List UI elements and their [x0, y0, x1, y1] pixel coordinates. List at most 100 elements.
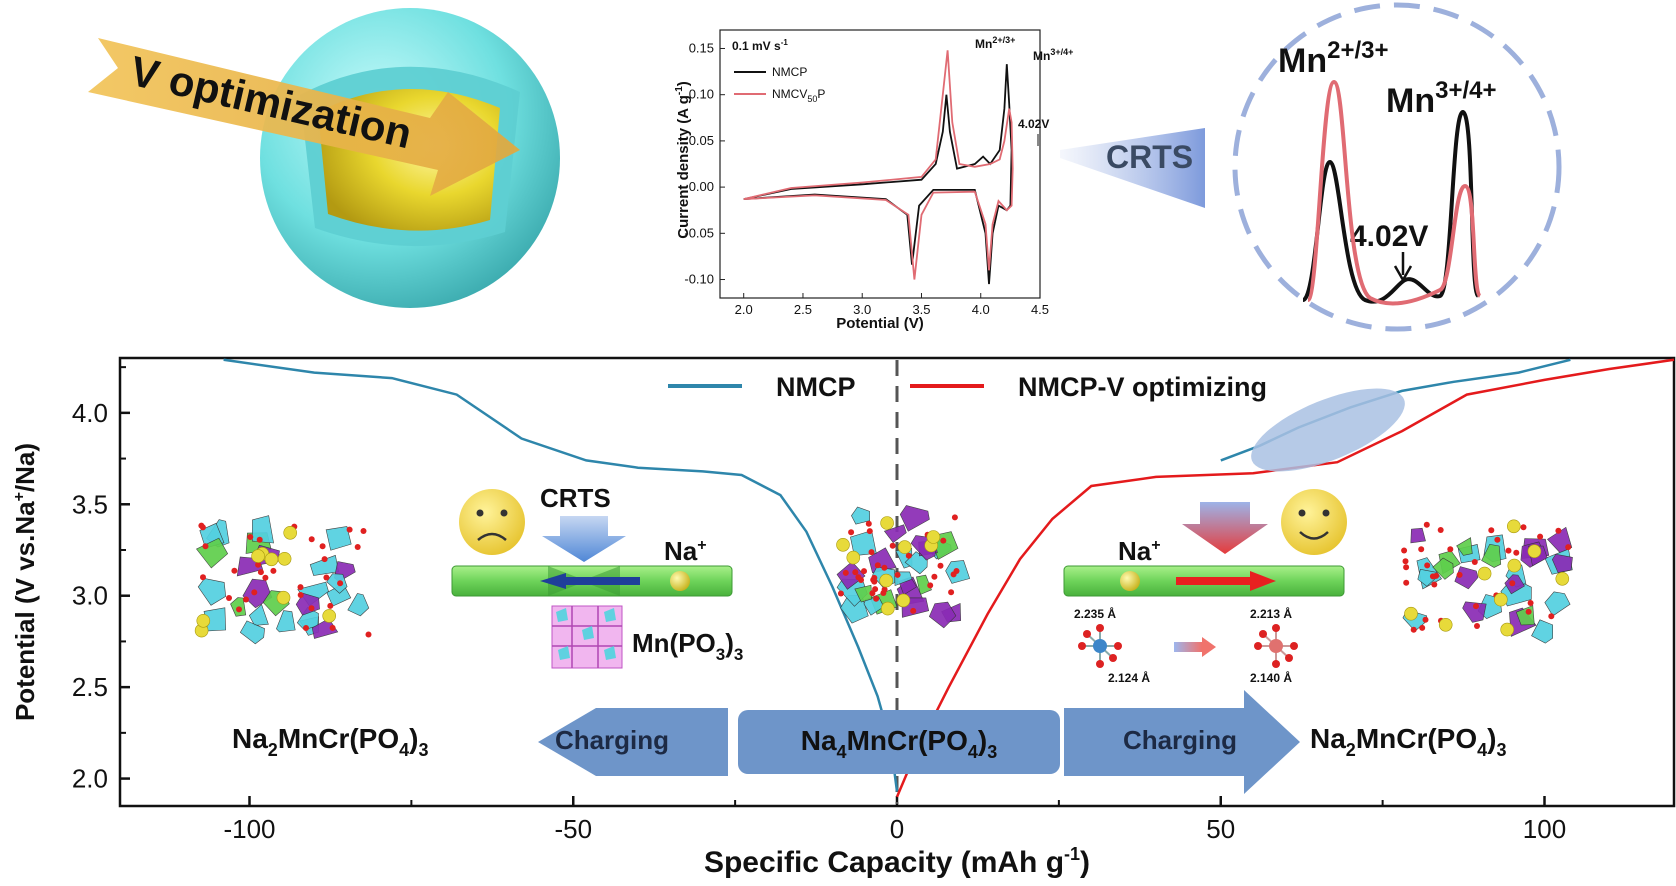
cv-x-tick-label: 3.5: [912, 302, 930, 317]
crystal-oxygen: [256, 536, 263, 543]
crystal-oxygen: [894, 571, 901, 578]
highlight-ellipse: [1251, 388, 1405, 472]
crystal-oxygen: [866, 528, 873, 535]
crystal-oxygen: [931, 573, 938, 580]
crystal-na-ion: [879, 573, 894, 588]
crystal-oxygen: [937, 562, 944, 569]
right-na-flow-arrow: [1176, 571, 1276, 591]
crystal-oxygen: [360, 528, 367, 534]
crystal-oxygen: [869, 590, 876, 597]
crystal-polyhedron: [863, 596, 885, 616]
crystal-structure-center: [836, 505, 971, 629]
crystal-na-ion: [1494, 592, 1508, 607]
bond-left-bottom: 2.124 Å: [1108, 670, 1150, 685]
crts-left-label: CRTS: [540, 483, 611, 513]
crystal-oxygen: [1429, 573, 1436, 580]
crystal-oxygen: [321, 556, 328, 563]
crystal-oxygen: [257, 569, 264, 576]
crystal-oxygen: [1548, 613, 1555, 620]
charging-left-label: Charging: [555, 725, 669, 755]
crystal-oxygen: [200, 574, 206, 581]
crystal-oxygen: [848, 529, 855, 536]
crts-down-arrow: [542, 516, 626, 562]
crystal-oxygen: [297, 584, 304, 591]
cv-x-tick-label: 4.5: [1031, 302, 1049, 317]
octahedron-change-arrow: [1174, 642, 1202, 652]
crystal-oxygen: [270, 567, 277, 574]
crystal-oxygen: [873, 595, 880, 602]
crystal-oxygen: [1525, 608, 1532, 615]
crystal-polyhedron: [276, 610, 296, 633]
main-legend-nmcpv: NMCP-V optimizing: [1018, 372, 1267, 402]
zoom-peak-label-mn34: Mn3+/4+: [1386, 77, 1497, 120]
cv-y-tick-label: 0.10: [689, 87, 714, 102]
main-x-tick-label: 100: [1523, 814, 1566, 844]
crystal-polyhedron: [203, 607, 227, 632]
crystal-na-ion: [1555, 571, 1570, 586]
crystal-oxygen: [226, 595, 232, 601]
crystal-oxygen: [889, 542, 896, 549]
crystal-oxygen: [837, 590, 844, 597]
crystal-na-ion: [880, 601, 895, 616]
crystal-oxygen: [1456, 571, 1463, 578]
crystal-oxygen: [1418, 546, 1425, 553]
cv-x-tick-label: 2.5: [794, 302, 812, 317]
left-diffusion-illustration: CRTS Na+ Mn(PO3)3: [451, 483, 743, 669]
crystal-oxygen: [308, 605, 315, 612]
crystal-oxygen: [852, 569, 859, 576]
crystal-oxygen: [1494, 536, 1501, 543]
cv-x-ticks: 2.0 2.5 3.0 3.5 4.0 4.5: [735, 293, 1049, 317]
crystal-oxygen: [1520, 524, 1527, 531]
crystal-oxygen: [1410, 626, 1417, 633]
na-left-label: Na+: [664, 536, 707, 566]
crystal-polyhedron: [851, 506, 871, 525]
crystal-na-ion: [896, 593, 911, 608]
center-formula-box: [738, 710, 1060, 774]
mn-po3-label: Mn(PO3)3: [632, 628, 743, 664]
crystal-structure-left: [194, 515, 372, 645]
crystal-oxygen: [1419, 624, 1426, 631]
crystal-oxygen: [874, 562, 881, 569]
crystal-na-ion: [1477, 566, 1492, 581]
crystal-oxygen: [337, 580, 344, 587]
crystal-polyhedron: [311, 618, 339, 639]
crystal-oxygen: [905, 552, 912, 559]
crystal-na-ion: [283, 525, 298, 540]
crystal-oxygen: [1555, 527, 1562, 534]
cv-y-tick-label: -0.05: [684, 225, 714, 240]
crystal-oxygen: [247, 534, 254, 540]
core-shell-particle: V optimization: [88, 8, 560, 308]
crystal-na-ion: [1500, 622, 1514, 637]
crystal-oxygen: [1527, 600, 1534, 606]
crystal-oxygen: [251, 589, 258, 596]
cv-annotation-402v: 4.02V: [1018, 117, 1049, 131]
crystal-polyhedron: [251, 515, 274, 544]
main-x-axis-label: Specific Capacity (mAh g-1): [704, 844, 1090, 879]
crystal-oxygen: [1437, 527, 1444, 533]
crystal-oxygen: [842, 569, 849, 576]
crystal-oxygen: [303, 625, 309, 631]
crystal-oxygen: [1513, 549, 1520, 556]
crystal-oxygen: [255, 561, 262, 568]
happy-face-icon: [1281, 489, 1347, 555]
crystal-oxygen: [236, 606, 242, 613]
crystal-oxygen: [868, 549, 875, 556]
zoom-dashed-circle: [1232, 2, 1562, 332]
cv-x-tick-label: 2.0: [735, 302, 753, 317]
crystal-oxygen: [1403, 579, 1410, 586]
crystal-oxygen: [881, 564, 888, 571]
crystal-na-ion: [1404, 606, 1418, 621]
crystal-structure-right: [1401, 519, 1573, 644]
crystal-polyhedron: [326, 573, 348, 594]
crystal-na-ion: [196, 613, 211, 628]
crystal-oxygen: [202, 543, 209, 550]
crystal-oxygen: [1488, 527, 1495, 534]
crystal-polyhedron: [854, 584, 873, 603]
zoom-circle: Mn2+/3+ Mn3+/4+ 4.02V: [1232, 2, 1562, 332]
crystal-na-ion: [880, 516, 894, 530]
crystal-oxygen: [1471, 559, 1478, 565]
cv-y-axis-label: Current density (A g-1): [674, 81, 692, 239]
cv-y-tick-label: 0.15: [689, 40, 714, 55]
crystal-oxygen: [927, 582, 934, 589]
